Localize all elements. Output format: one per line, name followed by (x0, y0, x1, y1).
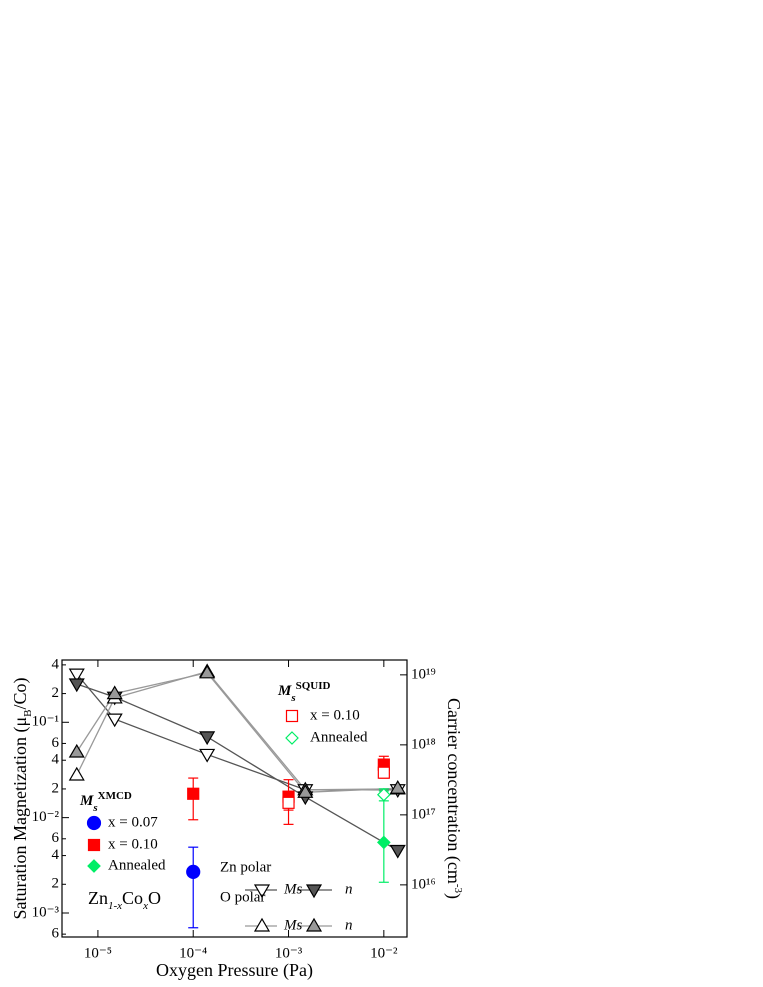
y2-axis-label-part: Carrier concentration (cm (443, 698, 464, 884)
compound-label-part: x (142, 900, 148, 912)
y-axis-label-part: /Co) (10, 678, 31, 710)
y-tick-label: 2 (52, 780, 60, 796)
plot-frame (61, 659, 408, 938)
compound-label-part: O (148, 888, 161, 908)
marker (376, 835, 391, 850)
y-tick-label: 2 (52, 685, 60, 701)
marker (305, 884, 323, 899)
marker (377, 766, 390, 779)
legend-header-part: XMCD (98, 790, 132, 802)
marker (87, 859, 101, 873)
legend-header: MsSQUID (277, 680, 331, 704)
marker (199, 731, 216, 746)
y-tick-label: 10⁻³ (32, 904, 60, 920)
legend-header-part: M (79, 793, 94, 809)
marker (68, 678, 85, 693)
y-tick-label: 10⁻¹ (32, 714, 59, 730)
y-axis-label-part: Saturation Magnetization (μ (10, 717, 31, 920)
marker (199, 664, 216, 679)
marker (305, 917, 323, 932)
legend-header: MsXMCD (79, 790, 132, 814)
marker (253, 884, 271, 899)
marker (285, 709, 299, 723)
marker (389, 780, 406, 794)
marker (199, 748, 216, 763)
marker (68, 743, 85, 758)
marker (376, 787, 391, 802)
marker (282, 796, 295, 809)
compound-label: Zn1-xCoxO (88, 888, 161, 911)
compound-label-part: Zn (88, 888, 108, 908)
marker (68, 668, 85, 683)
y2-tick-label: 10¹⁹ (411, 666, 436, 682)
y2-axis-label-part: ) (443, 893, 464, 899)
legend-label: x = 0.07 (108, 814, 158, 830)
marker (389, 844, 406, 859)
y2-tick-label: 10¹⁷ (411, 806, 436, 822)
y-tick-label: 4 (52, 752, 60, 768)
legend-group-label: O polar (220, 889, 265, 905)
legend-label: x = 0.10 (108, 836, 158, 852)
marker (285, 731, 299, 745)
marker (253, 917, 271, 932)
legend-header-part: SQUID (296, 680, 331, 692)
marker (106, 713, 123, 728)
y2-axis-label-part: -3 (452, 884, 464, 894)
y2-tick-label: 10¹⁸ (411, 736, 436, 752)
x-tick-label: 10⁻² (370, 945, 398, 961)
marker (87, 838, 101, 852)
legend-header-part: s (92, 802, 97, 814)
marker (186, 864, 201, 879)
y-tick-label: 6 (52, 926, 60, 942)
y2-tick-label: 10¹⁶ (411, 876, 436, 892)
legend-header-part: s (290, 692, 295, 704)
y-tick-label: 6 (52, 735, 60, 751)
legend-group-label: Zn polar (220, 859, 271, 875)
x-tick-label: 10⁻⁴ (179, 945, 207, 961)
marker (187, 787, 200, 800)
legend-label: x = 0.10 (310, 707, 360, 723)
y-tick-label: 10⁻² (32, 809, 60, 825)
y-tick-label: 4 (52, 656, 60, 672)
legend-label: n (345, 881, 353, 897)
legend-label: Annealed (108, 857, 166, 873)
y-tick-label: 4 (52, 847, 60, 863)
y-tick-label: 2 (52, 876, 60, 892)
marker (86, 815, 102, 831)
y2-axis-label: Carrier concentration (cm-3) (443, 698, 465, 899)
x-tick-label: 10⁻³ (275, 945, 303, 961)
marker (297, 784, 314, 798)
marker (106, 685, 123, 700)
compound-label-part: Co (122, 888, 143, 908)
legend-label: n (345, 917, 353, 933)
y-axis-label-part: B (22, 710, 34, 717)
legend-label: Ms (283, 917, 302, 933)
legend-label: Annealed (310, 729, 368, 745)
y-axis-label: Saturation Magnetization (μB/Co) (10, 678, 33, 920)
marker (68, 766, 85, 781)
compound-label-part: 1-x (108, 900, 122, 912)
x-axis-label: Oxygen Pressure (Pa) (156, 960, 313, 981)
x-tick-label: 10⁻⁵ (84, 945, 112, 961)
legend-header-part: M (277, 683, 292, 699)
y-tick-label: 6 (52, 830, 60, 846)
legend-label: Ms (283, 881, 302, 897)
